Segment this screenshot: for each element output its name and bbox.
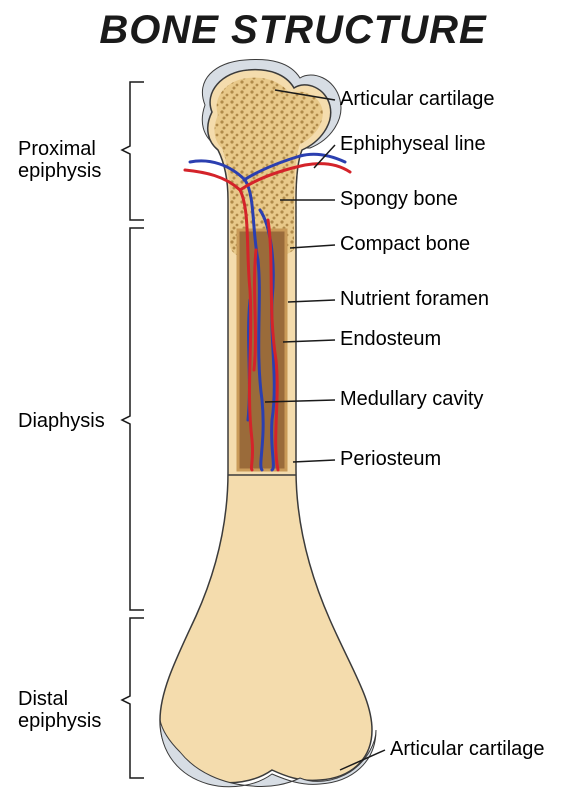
label-nutrient-foramen: Nutrient foramen (340, 288, 489, 311)
label-articular-cartilage-bottom: Articular cartilage (390, 738, 545, 761)
section-brackets (122, 82, 144, 778)
label-distal-epiphysis: Distalepiphysis (18, 688, 101, 732)
label-periosteum: Periosteum (340, 448, 441, 471)
label-proximal-epiphysis: Proximalepiphysis (18, 138, 101, 182)
label-epiphyseal-line: Ephiphyseal line (340, 133, 486, 156)
label-spongy-bone: Spongy bone (340, 188, 458, 211)
label-medullary-cavity: Medullary cavity (340, 388, 483, 411)
label-endosteum: Endosteum (340, 328, 441, 351)
bone-diagram (0, 0, 586, 800)
label-compact-bone: Compact bone (340, 233, 470, 256)
label-diaphysis: Diaphysis (18, 410, 105, 433)
label-articular-cartilage-top: Articular cartilage (340, 88, 495, 111)
